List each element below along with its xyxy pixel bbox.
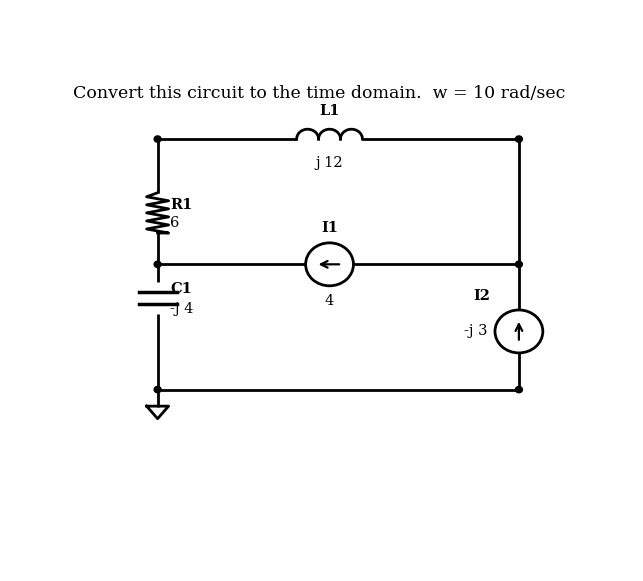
Text: I2: I2 [473,289,490,303]
Text: R1: R1 [170,198,192,212]
Text: -j 4: -j 4 [170,302,194,316]
Circle shape [516,136,522,142]
Text: j 12: j 12 [316,156,343,170]
Text: L1: L1 [320,104,340,118]
Circle shape [154,261,161,267]
Circle shape [516,386,522,393]
Circle shape [154,136,161,142]
Text: 6: 6 [170,216,179,229]
Text: -j 3: -j 3 [464,324,487,338]
Circle shape [516,261,522,267]
Circle shape [154,386,161,393]
Text: C1: C1 [170,282,192,296]
Text: Convert this circuit to the time domain.  w = 10 rad/sec: Convert this circuit to the time domain.… [73,85,566,102]
Text: I1: I1 [321,221,338,235]
Text: 4: 4 [325,294,334,308]
